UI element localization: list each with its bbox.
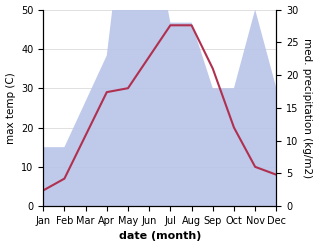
Y-axis label: med. precipitation (kg/m2): med. precipitation (kg/m2) [302, 38, 313, 178]
Y-axis label: max temp (C): max temp (C) [5, 72, 16, 144]
X-axis label: date (month): date (month) [119, 231, 201, 242]
